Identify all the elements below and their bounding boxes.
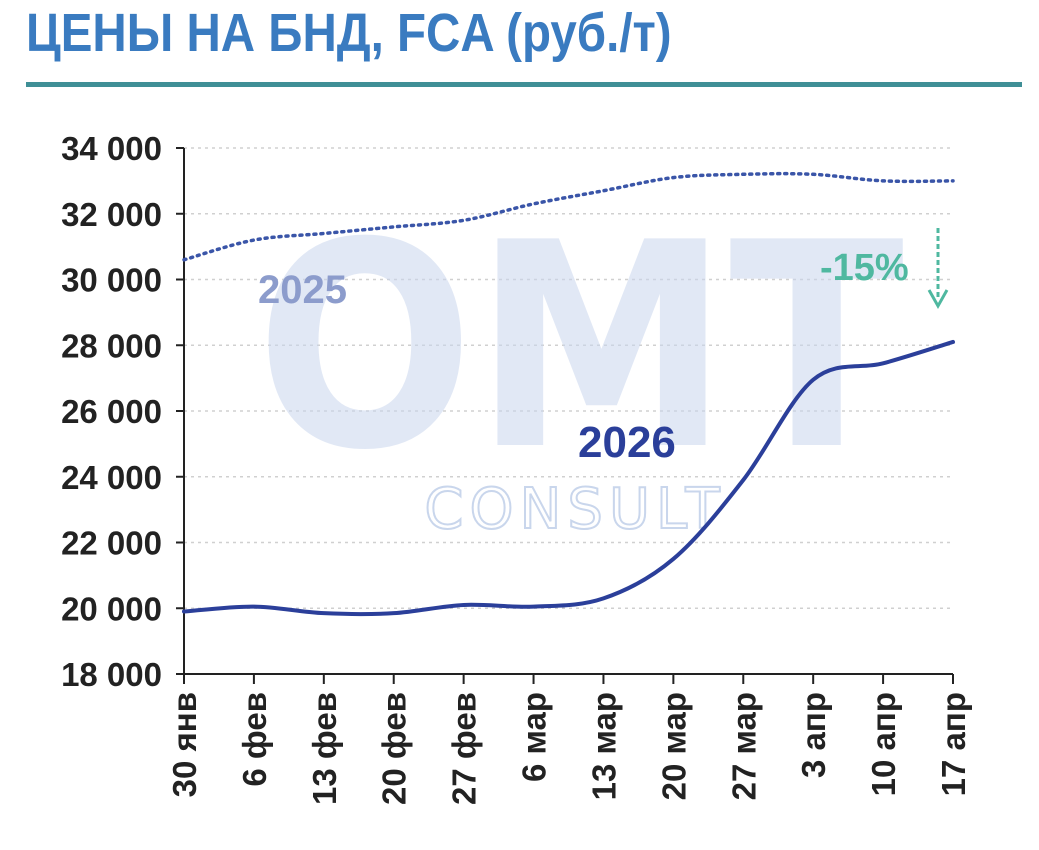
watermark: OMT CONSULT — [256, 182, 906, 543]
x-tick-label: 27 мар — [725, 692, 762, 800]
x-tick-label: 6 мар — [516, 692, 553, 782]
title-divider — [26, 82, 1022, 87]
x-tick-label: 27 фев — [446, 692, 483, 805]
y-tick-label: 18 000 — [61, 656, 162, 693]
series-line-2025 — [182, 171, 955, 262]
y-tick-label: 20 000 — [61, 590, 162, 627]
y-tick-label: 30 000 — [61, 262, 162, 299]
x-tick-label: 30 янв — [166, 692, 203, 797]
x-tick-label: 3 апр — [795, 692, 832, 778]
axis-layer: 18 000 20 000 22 000 24 000 26 000 28 000 30 0… — [61, 130, 972, 805]
y-tick-label: 28 000 — [61, 327, 162, 364]
y-tick-label: 26 000 — [61, 393, 162, 430]
series-label-2026: 2026 — [578, 418, 676, 467]
x-tick-label: 20 фев — [376, 692, 413, 805]
chart-title: ЦЕНЫ НА БНД, FCA (руб./т) — [26, 3, 672, 63]
y-tick-label: 24 000 — [61, 459, 162, 496]
series-layer — [182, 171, 955, 617]
x-tick-label: 6 фев — [236, 692, 273, 787]
x-tick-label: 13 фев — [306, 692, 343, 805]
grid-layer — [184, 147, 953, 609]
x-tick-label: 10 апр — [865, 692, 902, 796]
y-tick-label: 22 000 — [61, 525, 162, 562]
x-tick-label: 17 апр — [935, 692, 972, 796]
x-tick-label: 20 мар — [655, 692, 692, 800]
watermark-consult: CONSULT — [424, 477, 725, 542]
annotation-label: -15% — [820, 247, 909, 289]
series-line-2026 — [182, 339, 955, 617]
annotation-arrow — [927, 228, 949, 310]
watermark-logo: OMT — [256, 182, 906, 512]
series-label-2025: 2025 — [258, 268, 347, 312]
y-tick-label: 34 000 — [61, 130, 162, 167]
x-tick-label: 13 мар — [585, 692, 622, 800]
y-tick-label: 32 000 — [61, 196, 162, 233]
